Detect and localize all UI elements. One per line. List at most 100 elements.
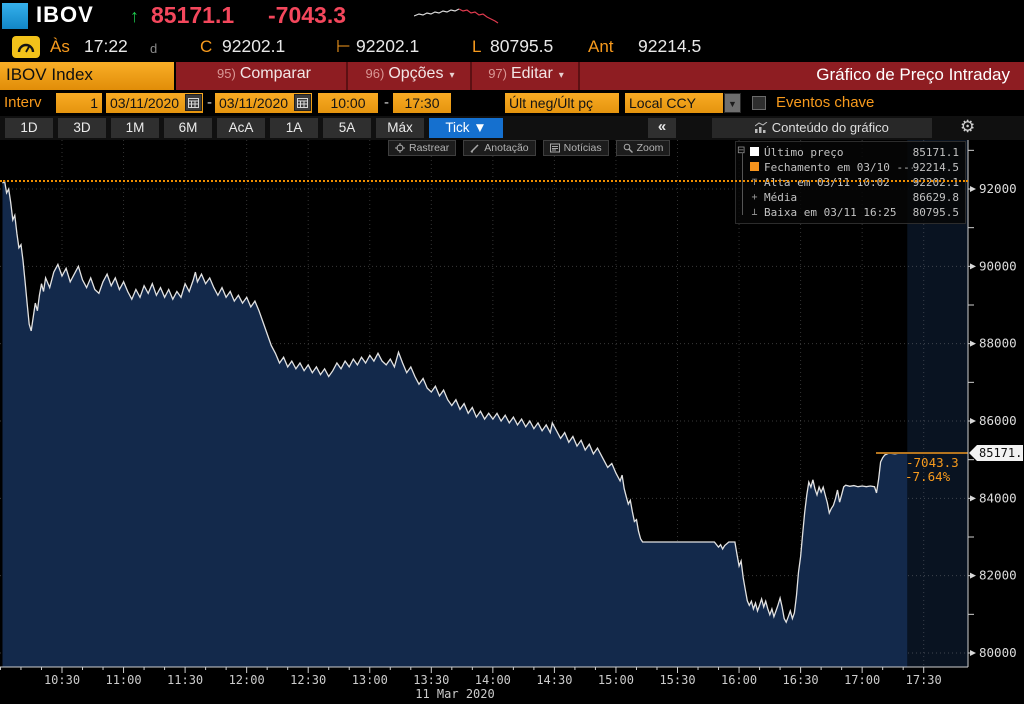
- mini-sparkline-chart: [414, 8, 499, 24]
- previous-close-reference-line: [0, 180, 968, 182]
- legend-row[interactable]: + Média 86629.8: [738, 190, 961, 205]
- command-bar: IBOV Index 95) Comparar 96) Opções ▾ 97) Edita…: [0, 62, 1024, 90]
- security-input[interactable]: IBOV Index: [0, 62, 176, 90]
- function-key-number: 95): [217, 66, 236, 81]
- y-axis-label: 90000: [979, 258, 1017, 273]
- chart-tool-zoom[interactable]: Zoom: [615, 140, 671, 156]
- chart-tool-label: Rastrear: [409, 142, 450, 154]
- date-from-input[interactable]: 03/11/2020: [106, 93, 203, 113]
- tab-1a[interactable]: 1A: [270, 118, 318, 138]
- chart-content-icon: [754, 121, 768, 133]
- legend-value: 80795.5: [912, 206, 959, 219]
- legend-row[interactable]: Fechamento em 03/10 ---- 92214.5: [738, 160, 961, 175]
- chevron-down-icon: ▾: [449, 70, 455, 81]
- x-axis-label: 13:30: [413, 673, 449, 687]
- chart-tool-anotao[interactable]: Anotação: [463, 140, 536, 156]
- legend-value: 92214.5: [912, 161, 959, 174]
- period-tab-bar: 1D 3D 1M 6M AcA 1A 5A Máx Tick ▼ « Conteúdo do g…: [0, 116, 1024, 140]
- tab-1m[interactable]: 1M: [111, 118, 159, 138]
- y-axis-label: 80000: [979, 645, 1017, 660]
- legend-label: Média: [764, 191, 798, 204]
- open-value: 92202.1: [222, 36, 286, 56]
- chart-legend: ⊟ Último preço 85171.1 Fechamento em 03/10…: [735, 141, 966, 224]
- key-events-checkbox[interactable]: [752, 96, 766, 110]
- chart-tool-label: Notícias: [563, 142, 602, 154]
- y-label-arrow-icon: [970, 340, 976, 347]
- chevron-down-icon[interactable]: ▼: [724, 93, 741, 113]
- x-axis-label: 17:00: [844, 673, 880, 687]
- menu-button-comparar[interactable]: 95) Comparar: [182, 62, 348, 90]
- price-type-select[interactable]: Últ neg/Últ pç: [505, 93, 619, 113]
- calendar-icon[interactable]: [294, 94, 311, 111]
- magnifier-icon: [623, 143, 633, 153]
- legend-marker-icon: [748, 161, 761, 174]
- function-key-number: 97): [488, 66, 507, 81]
- ticker-symbol: IBOV: [36, 2, 94, 27]
- news-icon: [549, 143, 560, 153]
- gear-icon[interactable]: ⚙: [960, 117, 976, 136]
- x-axis-label: 11:00: [105, 673, 141, 687]
- y-axis-label: 84000: [979, 490, 1017, 505]
- x-axis-label: 14:00: [475, 673, 511, 687]
- time-to-input[interactable]: 17:30: [393, 93, 451, 113]
- legend-marker-icon: [748, 146, 761, 159]
- x-axis-label: 16:00: [721, 673, 757, 687]
- x-axis-label: 10:30: [44, 673, 80, 687]
- speed-gauge-icon[interactable]: [12, 36, 40, 58]
- delay-flag: d: [150, 41, 158, 56]
- legend-expander-icon[interactable]: ⊟: [737, 145, 746, 156]
- chart-content-button[interactable]: Conteúdo do gráfico: [712, 118, 932, 138]
- tab-5a[interactable]: 5A: [323, 118, 371, 138]
- x-axis-date-label: 11 Mar 2020: [415, 687, 494, 701]
- legend-value: 85171.1: [912, 146, 959, 159]
- x-axis-label: 16:30: [783, 673, 819, 687]
- menu-button-label: Opções: [388, 65, 444, 82]
- date-range-dash: -: [207, 94, 212, 111]
- y-axis-label: 92000: [979, 181, 1017, 196]
- tab-máx[interactable]: Máx: [376, 118, 424, 138]
- calendar-icon[interactable]: [185, 94, 202, 111]
- y-label-arrow-icon: [970, 572, 976, 579]
- chart-tool-notcias[interactable]: Notícias: [542, 140, 609, 156]
- menu-button-opes[interactable]: 96) Opções ▾: [350, 62, 472, 90]
- net-change: -7043.3: [268, 2, 347, 28]
- last-price-tag-text: 85171.1: [979, 446, 1024, 460]
- y-axis-label: 88000: [979, 336, 1017, 351]
- time-from-input[interactable]: 10:00: [318, 93, 378, 113]
- legend-marker-icon: ⊤: [751, 177, 758, 188]
- chart-tool-label: Zoom: [636, 142, 664, 154]
- date-from-value: 03/11/2020: [110, 95, 180, 111]
- tab-aca[interactable]: AcA: [217, 118, 265, 138]
- last-price-axis-tag: [969, 445, 1023, 462]
- intraday-area-chart[interactable]: 92000 90000 88000 86000 84000 82000 80000 10:30…: [0, 140, 1024, 704]
- chart-tool-rastrear[interactable]: Rastrear: [388, 140, 457, 156]
- collapse-panel-button[interactable]: «: [648, 118, 676, 138]
- tab-3d[interactable]: 3D: [58, 118, 106, 138]
- currency-select[interactable]: Local CCY: [625, 93, 723, 113]
- legend-marker-icon: +: [751, 192, 758, 203]
- prev-label: Ant: [588, 37, 614, 56]
- legend-value: 86629.8: [912, 191, 959, 204]
- legend-value: 92202.1: [912, 176, 959, 189]
- x-axis-label: 17:30: [906, 673, 942, 687]
- tab-6m[interactable]: 6M: [164, 118, 212, 138]
- date-to-input[interactable]: 03/11/2020: [215, 93, 312, 113]
- ohlc-strip: Às 17:22 d C 92202.1 ⊢ 92202.1 L 80795.5…: [0, 32, 1024, 62]
- legend-row[interactable]: ⊤ Alta em 03/11 10:02 92202.1: [738, 175, 961, 190]
- legend-label: Fechamento em 03/10 ----: [764, 161, 913, 174]
- last-price: 85171.1: [151, 2, 235, 28]
- tab-tick-active[interactable]: Tick ▼: [429, 118, 503, 138]
- legend-row[interactable]: Último preço 85171.1: [738, 145, 961, 160]
- chart-tool-label: Anotação: [484, 142, 529, 154]
- tab-1d[interactable]: 1D: [5, 118, 53, 138]
- x-axis-label: 15:30: [659, 673, 695, 687]
- price-chart-area[interactable]: 92000 90000 88000 86000 84000 82000 80000 10:30…: [0, 140, 1024, 704]
- menu-button-editar[interactable]: 97) Editar ▾: [474, 62, 580, 90]
- chart-controls: Interv 1 03/11/2020 - 03/11/2020 10:00 -…: [0, 90, 1024, 116]
- menu-button-label: Comparar: [239, 65, 311, 82]
- legend-row[interactable]: ⊥ Baixa em 03/11 16:25 80795.5: [738, 205, 961, 220]
- crosshair-icon: [395, 143, 405, 153]
- price-line: [2, 179, 908, 624]
- interval-input[interactable]: 1: [56, 93, 102, 113]
- menu-button-label: Editar: [510, 65, 553, 82]
